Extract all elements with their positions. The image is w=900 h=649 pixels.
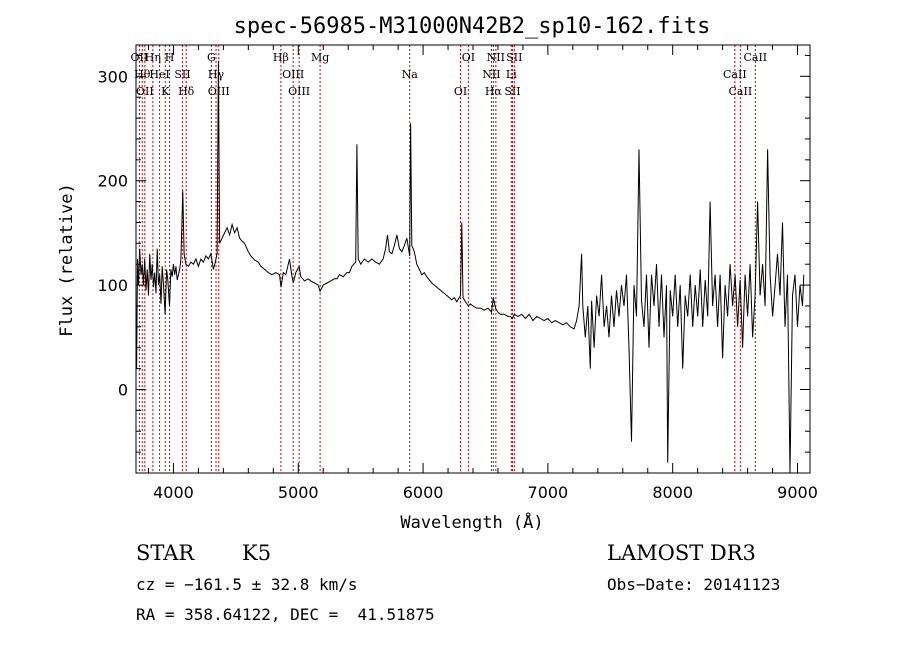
x-tick-label: 8000 (652, 483, 693, 502)
marker-label: NII (482, 68, 500, 81)
x-axis-ticks: 4000 5000 6000 7000 8000 9000 (147, 45, 818, 502)
marker-label: Hα (485, 85, 503, 98)
marker-label: SII (506, 51, 522, 64)
marker-label: OI (454, 85, 467, 98)
x-tick-label: 6000 (403, 483, 444, 502)
marker-label: OII (131, 51, 149, 64)
marker-label: G (207, 51, 216, 64)
marker-label: Hδ (178, 85, 195, 98)
spectrum-line (135, 60, 805, 474)
marker-label: Mg (311, 51, 329, 64)
survey-name: LAMOST DR3 (607, 541, 756, 565)
emission-line-labels: OIIHθOIIHηHeIKHSIIHδGHγOIIIHβOIIIOIIIMgN… (131, 51, 768, 98)
redshift-cz: cz = −161.5 ± 32.8 km/s (136, 575, 358, 594)
marker-label: OI (462, 51, 475, 64)
x-axis-label: Wavelength (Å) (400, 511, 543, 533)
marker-label: OIII (282, 68, 304, 81)
y-tick-label: 200 (97, 172, 128, 191)
object-class: STAR (136, 541, 195, 565)
y-tick-label: 300 (97, 67, 128, 86)
ra-dec: RA = 358.64122, DEC = 41.51875 (136, 605, 435, 624)
chart-title: spec-56985-M31000N42B2_sp10-162.fits (234, 14, 711, 39)
marker-label: CaII (743, 51, 767, 64)
emission-line-markers (138, 45, 756, 473)
x-tick-label: 9000 (777, 483, 818, 502)
x-tick-label: 5000 (278, 483, 319, 502)
x-tick-label: 7000 (528, 483, 569, 502)
marker-label: Hη (145, 51, 161, 64)
marker-label: OIII (288, 85, 310, 98)
marker-label: Na (402, 68, 419, 81)
marker-label: Hβ (273, 51, 289, 64)
obs-date: Obs−Date: 20141123 (607, 575, 780, 594)
marker-label: K (161, 85, 170, 98)
marker-label: Hγ (208, 68, 225, 81)
marker-label: HeI (149, 68, 169, 81)
object-subclass: K5 (242, 541, 271, 565)
marker-label: NII (487, 51, 505, 64)
marker-label: OII (136, 85, 154, 98)
y-tick-label: 0 (118, 380, 128, 399)
marker-label: SII (174, 68, 190, 81)
y-tick-label: 100 (97, 276, 128, 295)
y-axis-ticks: 0 100 200 300 (97, 54, 810, 453)
y-axis-label: Flux (relative) (57, 183, 77, 337)
marker-label: Hθ (134, 68, 151, 81)
marker-label: SII (504, 85, 520, 98)
marker-label: CaII (729, 85, 753, 98)
marker-label: CaII (723, 68, 747, 81)
marker-label: Li (506, 68, 517, 81)
marker-label: H (165, 51, 175, 64)
x-tick-label: 4000 (153, 483, 194, 502)
